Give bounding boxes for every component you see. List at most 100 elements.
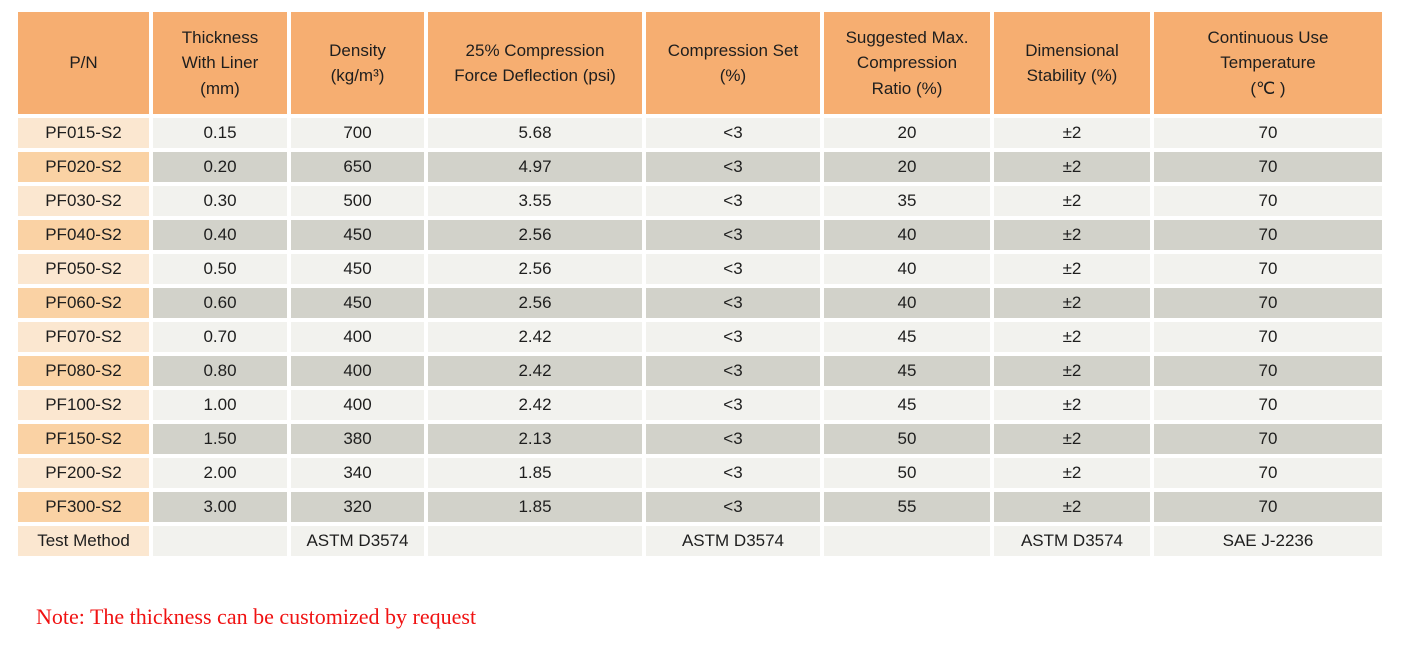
value-cell: 2.56 — [428, 254, 642, 284]
column-header: Compression Set (%) — [646, 12, 820, 114]
value-cell: <3 — [646, 288, 820, 318]
value-cell: 70 — [1154, 186, 1382, 216]
value-cell: 2.56 — [428, 220, 642, 250]
value-cell: ASTM D3574 — [291, 526, 424, 556]
pn-cell: PF150-S2 — [18, 424, 149, 454]
value-cell: 45 — [824, 356, 990, 386]
value-cell: 1.85 — [428, 492, 642, 522]
value-cell: 1.85 — [428, 458, 642, 488]
value-cell — [824, 526, 990, 556]
table-row: PF020-S2 0.20 650 4.97 <3 20 ±2 70 — [18, 152, 1382, 182]
header-row: P/N Thickness With Liner (mm) Density (kg/… — [18, 12, 1382, 114]
column-header: Continuous Use Temperature (℃ ) — [1154, 12, 1382, 114]
value-cell: 2.42 — [428, 390, 642, 420]
value-cell: <3 — [646, 356, 820, 386]
pn-cell: PF040-S2 — [18, 220, 149, 250]
value-cell: ±2 — [994, 118, 1150, 148]
value-cell: 0.80 — [153, 356, 287, 386]
value-cell: <3 — [646, 186, 820, 216]
value-cell: 500 — [291, 186, 424, 216]
column-header: Density (kg/m³) — [291, 12, 424, 114]
value-cell: SAE J-2236 — [1154, 526, 1382, 556]
value-cell: 450 — [291, 254, 424, 284]
value-cell: 70 — [1154, 288, 1382, 318]
value-cell: 650 — [291, 152, 424, 182]
column-header: 25% Compression Force Deflection (psi) — [428, 12, 642, 114]
value-cell: 340 — [291, 458, 424, 488]
value-cell: <3 — [646, 254, 820, 284]
value-cell: ±2 — [994, 322, 1150, 352]
value-cell: 70 — [1154, 152, 1382, 182]
value-cell — [428, 526, 642, 556]
value-cell: <3 — [646, 220, 820, 250]
value-cell: 700 — [291, 118, 424, 148]
pn-cell: PF100-S2 — [18, 390, 149, 420]
table-row: PF060-S2 0.60 450 2.56 <3 40 ±2 70 — [18, 288, 1382, 318]
value-cell: 5.68 — [428, 118, 642, 148]
value-cell: 0.20 — [153, 152, 287, 182]
value-cell: 0.15 — [153, 118, 287, 148]
pn-cell: PF030-S2 — [18, 186, 149, 216]
value-cell: 450 — [291, 288, 424, 318]
table-row: Test Method ASTM D3574 ASTM D3574 ASTM D357… — [18, 526, 1382, 556]
datasheet-page: P/N Thickness With Liner (mm) Density (kg/… — [0, 8, 1406, 650]
value-cell: 3.55 — [428, 186, 642, 216]
value-cell: 380 — [291, 424, 424, 454]
value-cell: ±2 — [994, 152, 1150, 182]
value-cell: ±2 — [994, 220, 1150, 250]
pn-cell: PF060-S2 — [18, 288, 149, 318]
value-cell: 70 — [1154, 356, 1382, 386]
column-header: P/N — [18, 12, 149, 114]
value-cell: 20 — [824, 118, 990, 148]
value-cell: 70 — [1154, 220, 1382, 250]
value-cell: ±2 — [994, 458, 1150, 488]
value-cell: ±2 — [994, 424, 1150, 454]
table-row: PF150-S2 1.50 380 2.13 <3 50 ±2 70 — [18, 424, 1382, 454]
pn-cell: Test Method — [18, 526, 149, 556]
value-cell: 0.50 — [153, 254, 287, 284]
value-cell: 400 — [291, 390, 424, 420]
value-cell: 55 — [824, 492, 990, 522]
value-cell: 2.42 — [428, 322, 642, 352]
value-cell: 70 — [1154, 492, 1382, 522]
value-cell: 0.30 — [153, 186, 287, 216]
value-cell: 70 — [1154, 254, 1382, 284]
value-cell: 4.97 — [428, 152, 642, 182]
value-cell: ±2 — [994, 186, 1150, 216]
value-cell: 2.00 — [153, 458, 287, 488]
table-row: PF080-S2 0.80 400 2.42 <3 45 ±2 70 — [18, 356, 1382, 386]
value-cell: ±2 — [994, 254, 1150, 284]
value-cell: 400 — [291, 322, 424, 352]
value-cell: 50 — [824, 424, 990, 454]
value-cell: ASTM D3574 — [994, 526, 1150, 556]
value-cell: 70 — [1154, 424, 1382, 454]
value-cell: 70 — [1154, 390, 1382, 420]
value-cell: 400 — [291, 356, 424, 386]
value-cell: 70 — [1154, 458, 1382, 488]
value-cell: 1.00 — [153, 390, 287, 420]
value-cell: 50 — [824, 458, 990, 488]
value-cell: 1.50 — [153, 424, 287, 454]
value-cell: ASTM D3574 — [646, 526, 820, 556]
table-row: PF070-S2 0.70 400 2.42 <3 45 ±2 70 — [18, 322, 1382, 352]
table-row: PF015-S2 0.15 700 5.68 <3 20 ±2 70 — [18, 118, 1382, 148]
pn-cell: PF020-S2 — [18, 152, 149, 182]
pn-cell: PF015-S2 — [18, 118, 149, 148]
value-cell: <3 — [646, 322, 820, 352]
value-cell: 320 — [291, 492, 424, 522]
value-cell: 45 — [824, 322, 990, 352]
value-cell: ±2 — [994, 492, 1150, 522]
value-cell: 40 — [824, 220, 990, 250]
note-text: Note: The thickness can be customized by… — [36, 604, 477, 629]
table-row: PF050-S2 0.50 450 2.56 <3 40 ±2 70 — [18, 254, 1382, 284]
column-header: Thickness With Liner (mm) — [153, 12, 287, 114]
value-cell: ±2 — [994, 288, 1150, 318]
value-cell: 0.70 — [153, 322, 287, 352]
value-cell: <3 — [646, 390, 820, 420]
value-cell: 3.00 — [153, 492, 287, 522]
value-cell: 70 — [1154, 322, 1382, 352]
value-cell: 40 — [824, 254, 990, 284]
value-cell: 0.60 — [153, 288, 287, 318]
value-cell: ±2 — [994, 356, 1150, 386]
value-cell: 450 — [291, 220, 424, 250]
